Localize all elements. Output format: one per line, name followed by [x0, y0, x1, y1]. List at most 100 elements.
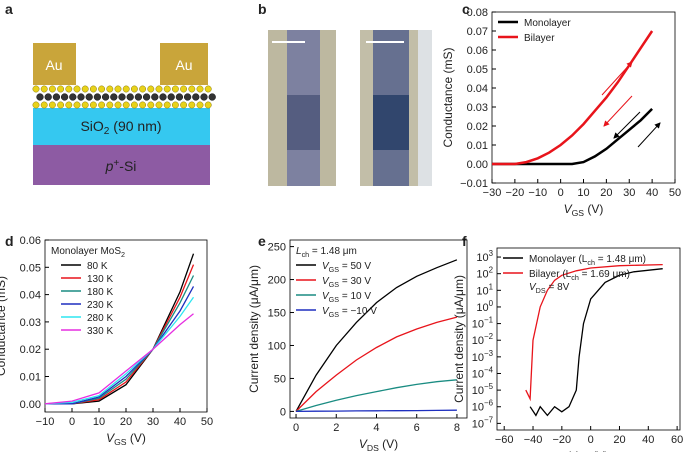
- legend-label-part: = 10 V: [339, 291, 371, 302]
- x-tick-label: 40: [646, 187, 658, 199]
- electrode: [160, 43, 208, 85]
- data-line: [45, 275, 195, 405]
- atom: [192, 93, 200, 101]
- x-axis-label-part: V: [564, 202, 573, 216]
- y-tick-label-part: 1: [489, 282, 494, 291]
- y-tick-label: 10−4: [472, 365, 494, 380]
- legend-title-part: 2: [121, 250, 125, 259]
- legend-label-part: V: [322, 306, 330, 317]
- arrow: [637, 122, 661, 148]
- x-tick-label: 2: [333, 422, 339, 434]
- atom: [208, 93, 216, 101]
- x-tick-label: 40: [174, 416, 186, 428]
- atom: [180, 101, 188, 109]
- legend-label: 280 K: [87, 313, 113, 324]
- atom: [89, 101, 97, 109]
- atom: [171, 101, 179, 109]
- substrate-label-part: +: [113, 158, 119, 169]
- y-tick-label-part: −7: [484, 415, 493, 424]
- y-tick-label-part: 10: [472, 418, 484, 430]
- y-tick-label: 10−5: [472, 382, 494, 397]
- legend-label-part: = 30 V: [339, 276, 371, 287]
- atom: [81, 101, 89, 109]
- plot-frame: [289, 239, 468, 419]
- atom: [40, 101, 48, 109]
- atom: [175, 93, 184, 101]
- atom: [159, 93, 167, 101]
- atom: [40, 85, 48, 93]
- atom: [60, 93, 69, 101]
- panel-label: b: [258, 1, 267, 17]
- x-tick-label: −20: [506, 187, 525, 199]
- legend-title: Lch = 1.48 μm: [296, 246, 357, 259]
- panel-label: c: [462, 1, 470, 17]
- atom: [134, 93, 143, 101]
- atom: [110, 93, 118, 101]
- substrate-label: p+-Si: [105, 158, 137, 174]
- x-tick-label: 10: [93, 416, 105, 428]
- atom: [73, 101, 81, 109]
- x-axis-label: VGS (V): [564, 202, 604, 218]
- annotation-part: DS: [536, 286, 546, 295]
- legend-label-part: GS: [329, 310, 340, 319]
- data-line: [44, 296, 195, 405]
- x-axis-label-part: (V): [589, 449, 608, 452]
- x-tick-label: −30: [483, 187, 502, 199]
- x-axis-label-part: (V): [584, 202, 603, 216]
- legend-label: VGS = 10 V: [322, 291, 371, 304]
- data-line: [529, 268, 663, 417]
- annotation-part: V: [529, 282, 537, 293]
- y-tick-label: 200: [268, 275, 286, 287]
- y-tick-label-part: 0: [489, 299, 494, 308]
- y-tick-label: 101: [476, 282, 493, 297]
- atom: [77, 93, 85, 101]
- x-tick-label: 10: [577, 187, 589, 199]
- y-tick-label: −0.01: [460, 178, 488, 190]
- atom: [69, 93, 77, 101]
- oxide-label: SiO2 (90 nm): [80, 118, 161, 137]
- atom: [126, 93, 134, 101]
- x-axis-label: VGS (V): [106, 431, 146, 447]
- atom: [180, 85, 188, 93]
- y-tick-label: 103: [476, 249, 493, 264]
- oxide-layer: [33, 108, 210, 145]
- legend-title-part: = 1.48 μm: [309, 246, 357, 257]
- atom: [139, 101, 147, 109]
- data-line: [295, 259, 458, 412]
- substrate-layer: [33, 145, 210, 185]
- legend-title-part: L: [296, 246, 302, 257]
- x-tick-label: 8: [454, 422, 460, 434]
- atom: [196, 85, 204, 93]
- y-tick-label: 100: [476, 299, 493, 314]
- y-tick-label: 150: [268, 308, 286, 320]
- electrode: [33, 43, 76, 85]
- y-tick-label: 10−6: [472, 399, 494, 414]
- y-tick-label: 0.06: [20, 235, 41, 247]
- data-line: [295, 379, 457, 413]
- x-tick-label: 30: [623, 187, 635, 199]
- x-axis-label-part: GS: [114, 437, 127, 447]
- atom: [167, 93, 175, 101]
- x-axis-label-part: (V): [379, 437, 398, 451]
- y-tick-label: 10−1: [472, 316, 494, 331]
- x-axis-label-part: GS: [572, 208, 585, 218]
- x-tick-label: 20: [600, 187, 612, 199]
- micrographs: [268, 30, 432, 186]
- x-tick-label: 60: [671, 434, 683, 446]
- x-tick-label: −60: [495, 434, 514, 446]
- x-tick-label: 20: [120, 416, 132, 428]
- atom: [204, 101, 212, 109]
- channel: [373, 95, 409, 150]
- atom: [44, 93, 52, 101]
- y-tick-label: 102: [476, 266, 493, 281]
- y-tick-label-part: 10: [472, 319, 484, 331]
- atom: [196, 101, 204, 109]
- atom: [163, 101, 171, 109]
- atom: [98, 85, 106, 93]
- x-tick-label: −40: [524, 434, 543, 446]
- x-axis-label: VGS (V): [569, 449, 609, 452]
- substrate-label-part: p: [105, 158, 114, 174]
- electrode-label: Au: [45, 57, 62, 73]
- panel-label: f: [462, 233, 467, 249]
- atom: [151, 93, 159, 101]
